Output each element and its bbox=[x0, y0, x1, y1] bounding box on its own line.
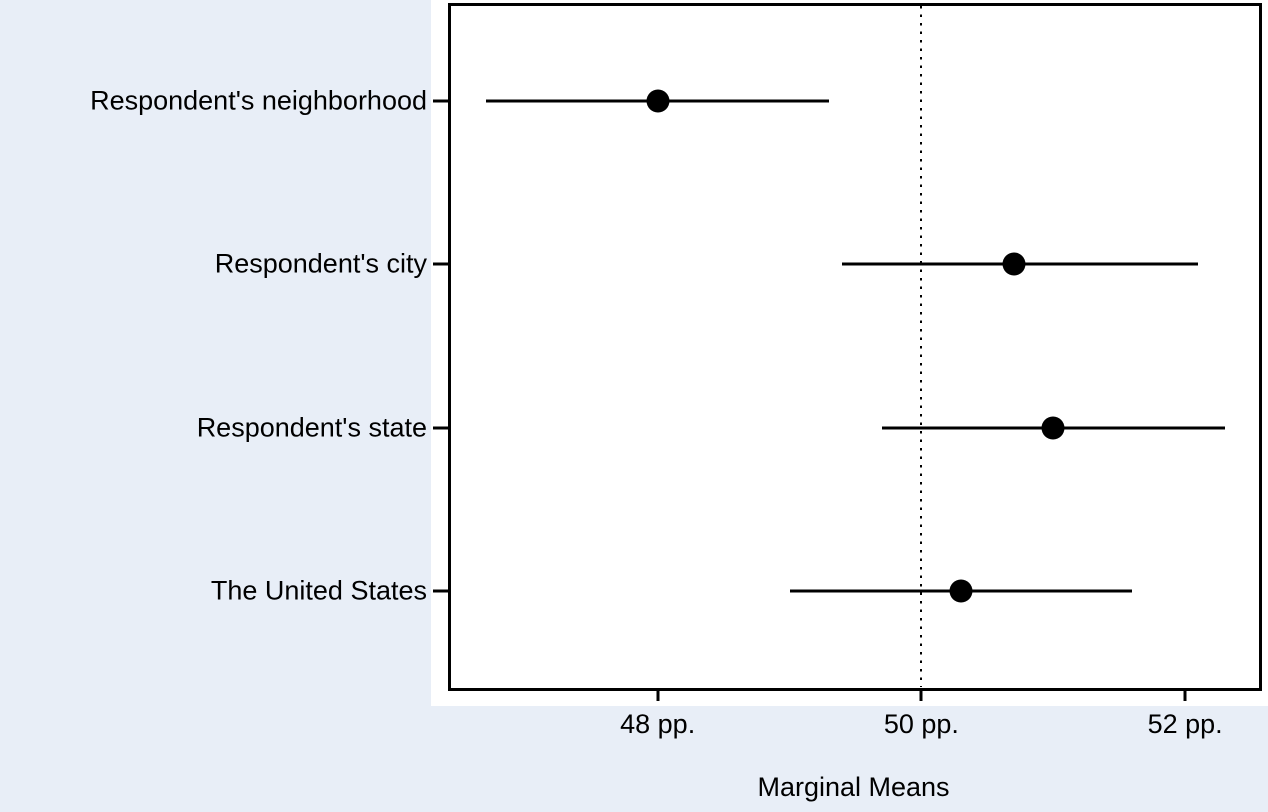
x-tick-label: 48 pp. bbox=[620, 709, 696, 739]
y-category-label: Respondent's state bbox=[196, 412, 427, 443]
point-estimate-marker bbox=[1002, 252, 1026, 276]
y-axis-tick bbox=[433, 589, 448, 593]
point-estimate-marker bbox=[646, 89, 670, 113]
x-tick-label: 52 pp. bbox=[1147, 709, 1223, 739]
reference-line-50pp bbox=[920, 6, 923, 687]
point-estimate-marker bbox=[1041, 416, 1065, 440]
x-axis-tick bbox=[919, 688, 923, 701]
plot-panel bbox=[448, 3, 1262, 691]
x-axis-tick bbox=[1183, 688, 1187, 701]
x-tick-label: 50 pp. bbox=[883, 709, 959, 739]
y-category-label: Respondent's neighborhood bbox=[90, 85, 427, 116]
point-estimate-marker bbox=[949, 579, 973, 603]
y-axis-tick bbox=[433, 99, 448, 103]
x-axis-tick bbox=[656, 688, 660, 701]
x-axis-title: Marginal Means bbox=[757, 772, 950, 802]
y-axis-tick bbox=[433, 262, 448, 266]
y-axis-tick bbox=[433, 426, 448, 430]
y-category-label: The United States bbox=[210, 575, 427, 606]
y-category-label: Respondent's city bbox=[214, 248, 427, 279]
